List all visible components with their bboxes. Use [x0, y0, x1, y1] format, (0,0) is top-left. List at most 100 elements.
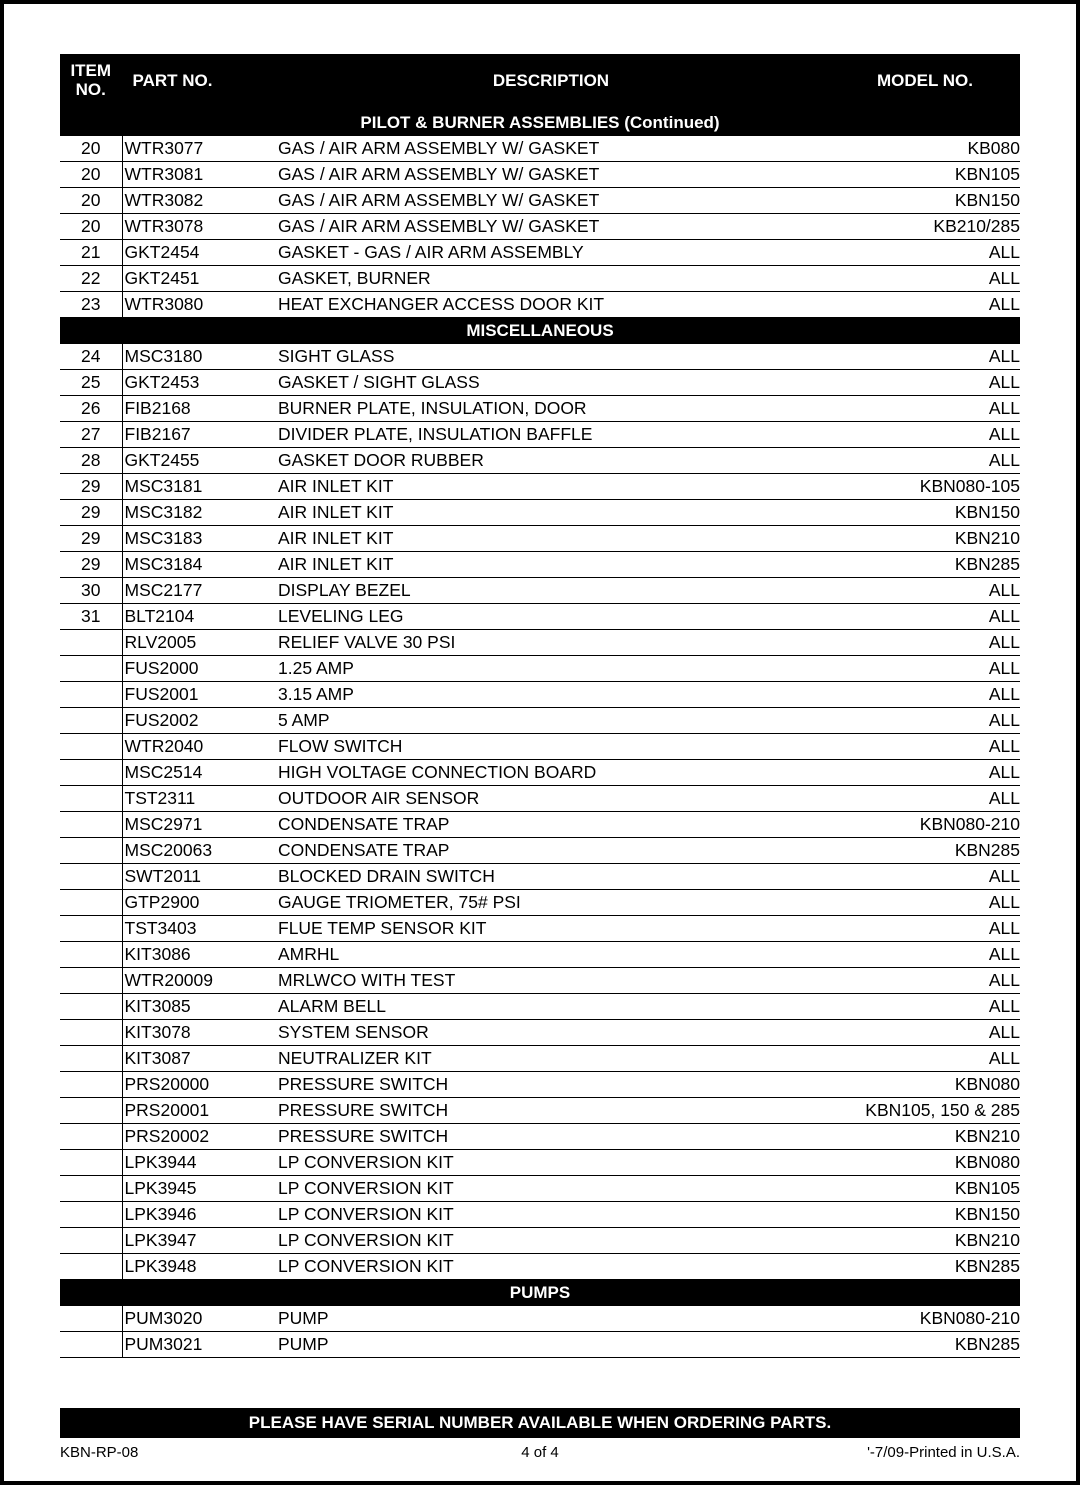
cell-item: [60, 1020, 122, 1046]
cell-model: ALL: [830, 760, 1020, 786]
cell-part: MSC20063: [122, 838, 272, 864]
cell-desc: AMRHL: [272, 942, 830, 968]
cell-model: ALL: [830, 786, 1020, 812]
cell-model: ALL: [830, 942, 1020, 968]
table-row: KIT3086AMRHLALL: [60, 942, 1020, 968]
cell-part: GKT2454: [122, 240, 272, 266]
cell-model: ALL: [830, 396, 1020, 422]
cell-desc: NEUTRALIZER KIT: [272, 1046, 830, 1072]
cell-part: WTR3077: [122, 136, 272, 162]
cell-part: WTR20009: [122, 968, 272, 994]
table-row: KIT3085ALARM BELLALL: [60, 994, 1020, 1020]
cell-desc: AIR INLET KIT: [272, 552, 830, 578]
cell-part: PRS20000: [122, 1072, 272, 1098]
cell-model: ALL: [830, 630, 1020, 656]
parts-list-page: ITEM NO. PART NO. DESCRIPTION MODEL NO. …: [0, 0, 1080, 1485]
cell-desc: AIR INLET KIT: [272, 474, 830, 500]
cell-item: 29: [60, 552, 122, 578]
cell-item: 27: [60, 422, 122, 448]
header-part-no: PART NO.: [122, 54, 272, 109]
cell-item: [60, 942, 122, 968]
cell-model: ALL: [830, 266, 1020, 292]
cell-model: KBN080-210: [830, 1306, 1020, 1332]
cell-item: 20: [60, 136, 122, 162]
table-row: TST2311OUTDOOR AIR SENSORALL: [60, 786, 1020, 812]
cell-desc: GAS / AIR ARM ASSEMBLY W/ GASKET: [272, 136, 830, 162]
cell-desc: BURNER PLATE, INSULATION, DOOR: [272, 396, 830, 422]
cell-model: KBN210: [830, 1124, 1020, 1150]
cell-item: 20: [60, 214, 122, 240]
table-row: MSC2514HIGH VOLTAGE CONNECTION BOARDALL: [60, 760, 1020, 786]
section-header: MISCELLANEOUS: [60, 318, 1020, 345]
cell-model: KBN080: [830, 1150, 1020, 1176]
table-row: 27FIB2167DIVIDER PLATE, INSULATION BAFFL…: [60, 422, 1020, 448]
footer-note: PLEASE HAVE SERIAL NUMBER AVAILABLE WHEN…: [60, 1408, 1020, 1438]
cell-model: KBN150: [830, 1202, 1020, 1228]
table-row: 29MSC3183AIR INLET KITKBN210: [60, 526, 1020, 552]
table-row: 20WTR3082GAS / AIR ARM ASSEMBLY W/ GASKE…: [60, 188, 1020, 214]
table-row: 22GKT2451GASKET, BURNERALL: [60, 266, 1020, 292]
cell-item: [60, 1306, 122, 1332]
cell-part: KIT3086: [122, 942, 272, 968]
cell-item: [60, 1098, 122, 1124]
table-row: 31BLT2104LEVELING LEGALL: [60, 604, 1020, 630]
table-row: 29MSC3182AIR INLET KITKBN150: [60, 500, 1020, 526]
cell-model: ALL: [830, 422, 1020, 448]
cell-item: [60, 630, 122, 656]
cell-model: ALL: [830, 292, 1020, 318]
table-row: FUS20025 AMPALL: [60, 708, 1020, 734]
cell-item: [60, 682, 122, 708]
cell-item: [60, 734, 122, 760]
table-row: 26FIB2168BURNER PLATE, INSULATION, DOORA…: [60, 396, 1020, 422]
cell-item: 22: [60, 266, 122, 292]
cell-part: LPK3947: [122, 1228, 272, 1254]
cell-desc: GAS / AIR ARM ASSEMBLY W/ GASKET: [272, 214, 830, 240]
table-row: FUS20001.25 AMPALL: [60, 656, 1020, 682]
table-row: RLV2005RELIEF VALVE 30 PSIALL: [60, 630, 1020, 656]
table-row: WTR2040FLOW SWITCHALL: [60, 734, 1020, 760]
cell-model: KBN210: [830, 526, 1020, 552]
table-row: LPK3948LP CONVERSION KITKBN285: [60, 1254, 1020, 1280]
cell-desc: LP CONVERSION KIT: [272, 1150, 830, 1176]
cell-model: ALL: [830, 604, 1020, 630]
cell-part: MSC2514: [122, 760, 272, 786]
cell-item: 29: [60, 500, 122, 526]
cell-desc: PRESSURE SWITCH: [272, 1072, 830, 1098]
cell-model: KBN285: [830, 1332, 1020, 1358]
cell-part: WTR3081: [122, 162, 272, 188]
parts-table: ITEM NO. PART NO. DESCRIPTION MODEL NO. …: [60, 54, 1020, 1358]
cell-part: WTR3082: [122, 188, 272, 214]
cell-model: KBN080-105: [830, 474, 1020, 500]
cell-model: ALL: [830, 370, 1020, 396]
cell-desc: LEVELING LEG: [272, 604, 830, 630]
cell-part: TST2311: [122, 786, 272, 812]
cell-item: [60, 786, 122, 812]
table-row: PRS20000PRESSURE SWITCHKBN080: [60, 1072, 1020, 1098]
table-row: 28GKT2455GASKET DOOR RUBBERALL: [60, 448, 1020, 474]
cell-part: PRS20002: [122, 1124, 272, 1150]
cell-desc: 3.15 AMP: [272, 682, 830, 708]
cell-model: ALL: [830, 708, 1020, 734]
cell-desc: GASKET, BURNER: [272, 266, 830, 292]
cell-part: LPK3944: [122, 1150, 272, 1176]
cell-model: ALL: [830, 344, 1020, 370]
cell-model: KBN105, 150 & 285: [830, 1098, 1020, 1124]
cell-desc: HIGH VOLTAGE CONNECTION BOARD: [272, 760, 830, 786]
table-row: MSC2971CONDENSATE TRAPKBN080-210: [60, 812, 1020, 838]
cell-desc: FLUE TEMP SENSOR KIT: [272, 916, 830, 942]
table-row: LPK3945LP CONVERSION KITKBN105: [60, 1176, 1020, 1202]
cell-desc: DIVIDER PLATE, INSULATION BAFFLE: [272, 422, 830, 448]
table-row: SWT2011BLOCKED DRAIN SWITCHALL: [60, 864, 1020, 890]
cell-item: [60, 916, 122, 942]
cell-desc: AIR INLET KIT: [272, 500, 830, 526]
cell-desc: PRESSURE SWITCH: [272, 1124, 830, 1150]
cell-desc: LP CONVERSION KIT: [272, 1228, 830, 1254]
cell-item: 25: [60, 370, 122, 396]
cell-part: FUS2001: [122, 682, 272, 708]
cell-item: 30: [60, 578, 122, 604]
table-row: FUS20013.15 AMPALL: [60, 682, 1020, 708]
cell-model: ALL: [830, 448, 1020, 474]
cell-part: GKT2451: [122, 266, 272, 292]
cell-part: MSC2177: [122, 578, 272, 604]
cell-item: [60, 760, 122, 786]
